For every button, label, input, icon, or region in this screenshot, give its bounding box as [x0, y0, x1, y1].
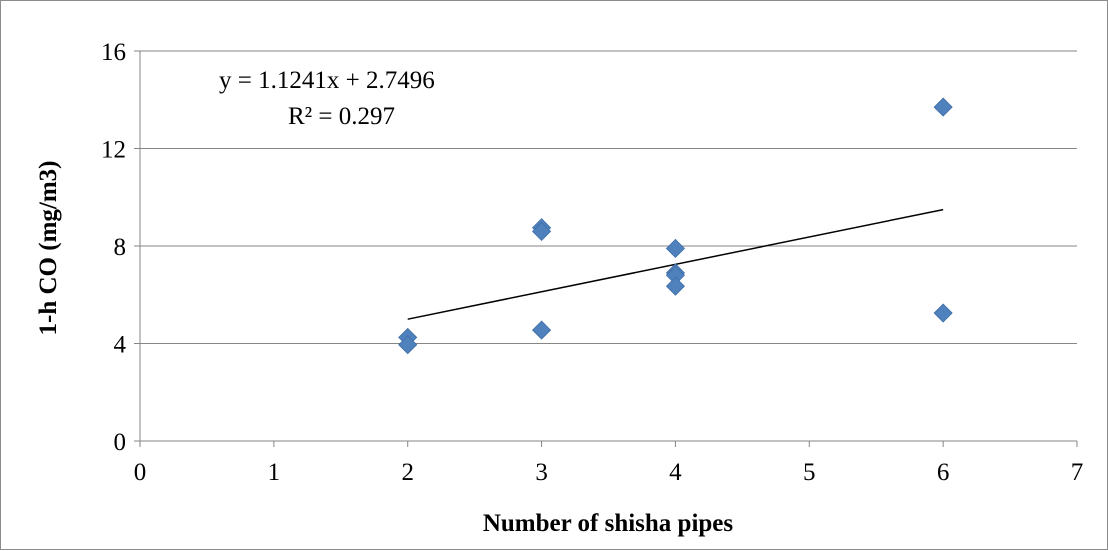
- x-tick-label: 2: [401, 459, 414, 486]
- data-points: [398, 97, 953, 355]
- x-tick-label: 3: [535, 459, 548, 486]
- data-point: [933, 303, 953, 323]
- trendline-equation: y = 1.1241x + 2.7496: [219, 67, 435, 94]
- data-point: [398, 335, 418, 355]
- data-point: [665, 238, 685, 259]
- x-tick-label: 4: [669, 459, 682, 486]
- x-tick-label: 6: [937, 459, 950, 486]
- data-point: [933, 97, 953, 117]
- axes: [134, 50, 1078, 447]
- x-tick-label: 7: [1071, 459, 1084, 486]
- data-point: [665, 276, 685, 296]
- y-tick-label: 16: [101, 39, 126, 66]
- y-tick-label: 0: [114, 429, 127, 456]
- x-tick-label: 0: [134, 459, 147, 486]
- x-tick-label: 1: [268, 459, 281, 486]
- x-tick-label: 5: [803, 459, 816, 486]
- data-point: [532, 320, 552, 340]
- r-squared-label: R² = 0.297: [288, 103, 395, 130]
- gridlines: [140, 50, 1077, 344]
- y-tick-label: 4: [114, 332, 127, 359]
- data-point: [532, 221, 552, 241]
- x-axis-title: Number of shisha pipes: [483, 510, 734, 537]
- y-axis-title: 1-h CO (mg/m3): [35, 161, 62, 336]
- y-tick-label: 12: [101, 137, 126, 164]
- y-tick-label: 8: [114, 234, 127, 261]
